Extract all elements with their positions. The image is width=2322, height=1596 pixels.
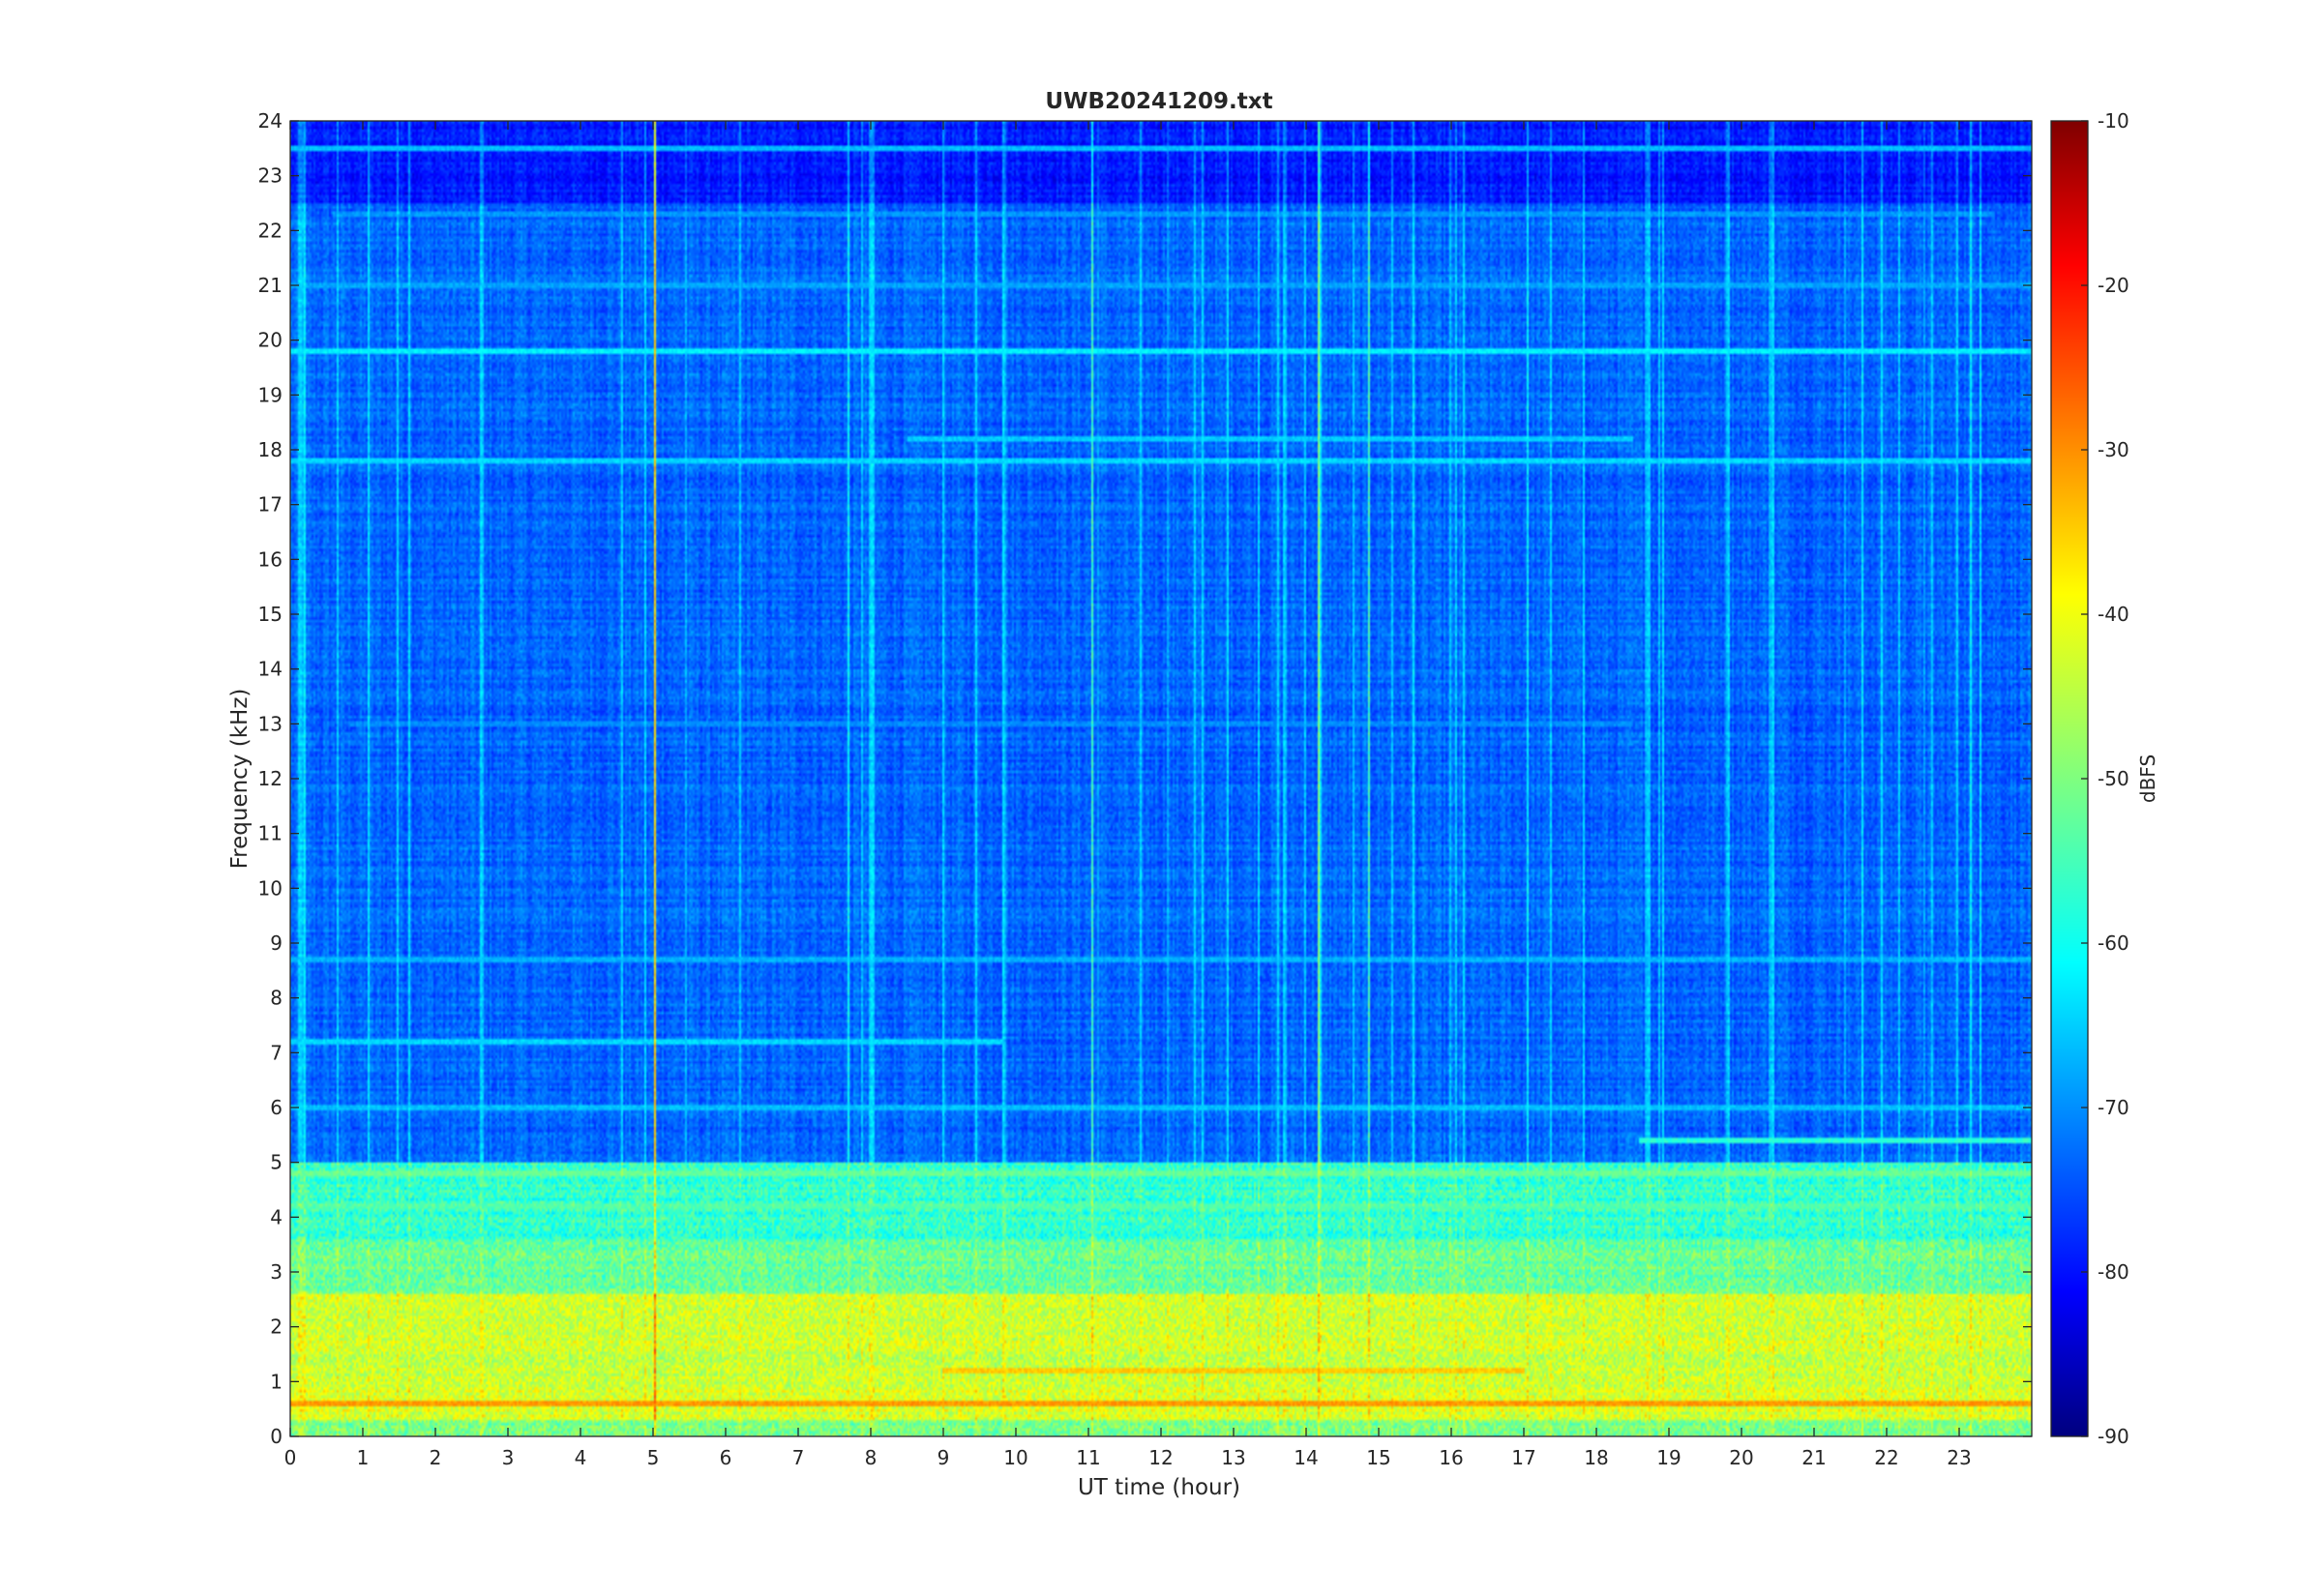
y-tick-label: 1: [270, 1370, 283, 1393]
colorbar-tick-label: -20: [2098, 274, 2129, 297]
y-tick-label: 22: [258, 219, 283, 242]
colorbar-tick-label: -40: [2098, 603, 2129, 626]
x-axis-ticks: 0 1 2 3 4 5 6 7 8 9 10 11 12 13 14 15 16 17 18 19 20 21 22 23: [284, 121, 1972, 1469]
y-tick-label: 10: [258, 876, 283, 900]
x-tick-label: 18: [1584, 1446, 1608, 1469]
x-tick-label: 15: [1366, 1446, 1390, 1469]
y-tick-label: 16: [258, 547, 283, 571]
x-tick-label: 11: [1076, 1446, 1100, 1469]
x-tick-label: 7: [792, 1446, 805, 1469]
x-tick-label: 16: [1439, 1446, 1463, 1469]
x-tick-label: 8: [865, 1446, 878, 1469]
x-tick-label: 12: [1148, 1446, 1173, 1469]
x-tick-label: 3: [502, 1446, 515, 1469]
colorbar-tick-label: -30: [2098, 438, 2129, 461]
x-tick-label: 14: [1294, 1446, 1318, 1469]
y-tick-label: 21: [258, 274, 283, 297]
y-tick-label: 5: [270, 1151, 283, 1174]
colorbar-ticks: -90 -80 -70 -60 -50 -40 -30 -20 -10: [2081, 109, 2129, 1448]
colorbar-tick-label: -50: [2098, 767, 2129, 790]
y-tick-label: 8: [270, 987, 283, 1010]
y-axis-label: Frequency (kHz): [227, 689, 253, 870]
x-tick-label: 21: [1801, 1446, 1826, 1469]
y-tick-label: 20: [258, 329, 283, 352]
x-tick-label: 22: [1874, 1446, 1898, 1469]
x-axis-label: UT time (hour): [1078, 1475, 1240, 1500]
y-tick-label: 23: [258, 164, 283, 188]
colorbar-tick-label: -70: [2098, 1096, 2129, 1119]
x-tick-label: 20: [1729, 1446, 1753, 1469]
x-tick-label: 2: [430, 1446, 442, 1469]
y-tick-label: 18: [258, 438, 283, 461]
y-tick-label: 9: [270, 931, 283, 955]
spectrogram-heatmap: [290, 121, 2032, 1436]
x-tick-label: 23: [1947, 1446, 1971, 1469]
x-tick-label: 9: [938, 1446, 950, 1469]
x-tick-label: 10: [1003, 1446, 1027, 1469]
y-tick-label: 12: [258, 767, 283, 790]
y-tick-label: 2: [270, 1315, 283, 1339]
y-tick-label: 19: [258, 383, 283, 406]
y-tick-label: 24: [258, 109, 283, 133]
y-tick-label: 6: [270, 1096, 283, 1119]
x-tick-label: 5: [647, 1446, 660, 1469]
chart-title: UWB20241209.txt: [1045, 89, 1272, 114]
y-tick-label: 14: [258, 658, 283, 681]
x-tick-label: 13: [1221, 1446, 1245, 1469]
x-tick-label: 19: [1656, 1446, 1681, 1469]
colorbar-tick-label: -80: [2098, 1260, 2129, 1284]
x-tick-label: 1: [357, 1446, 370, 1469]
y-tick-label: 4: [270, 1205, 283, 1228]
y-tick-label: 17: [258, 493, 283, 517]
y-tick-label: 0: [270, 1425, 283, 1448]
colorbar-tick-label: -10: [2098, 109, 2129, 133]
x-tick-label: 17: [1511, 1446, 1535, 1469]
y-tick-label: 3: [270, 1260, 283, 1284]
y-tick-label: 13: [258, 712, 283, 735]
colorbar-label: dBFS: [2136, 754, 2159, 803]
x-tick-label: 0: [284, 1446, 297, 1469]
y-tick-label: 11: [258, 822, 283, 845]
y-tick-label: 7: [270, 1041, 283, 1064]
colorbar-tick-label: -60: [2098, 931, 2129, 955]
colorbar-tick-label: -90: [2098, 1425, 2129, 1448]
y-tick-label: 15: [258, 603, 283, 626]
x-tick-label: 6: [720, 1446, 732, 1469]
x-tick-label: 4: [575, 1446, 587, 1469]
